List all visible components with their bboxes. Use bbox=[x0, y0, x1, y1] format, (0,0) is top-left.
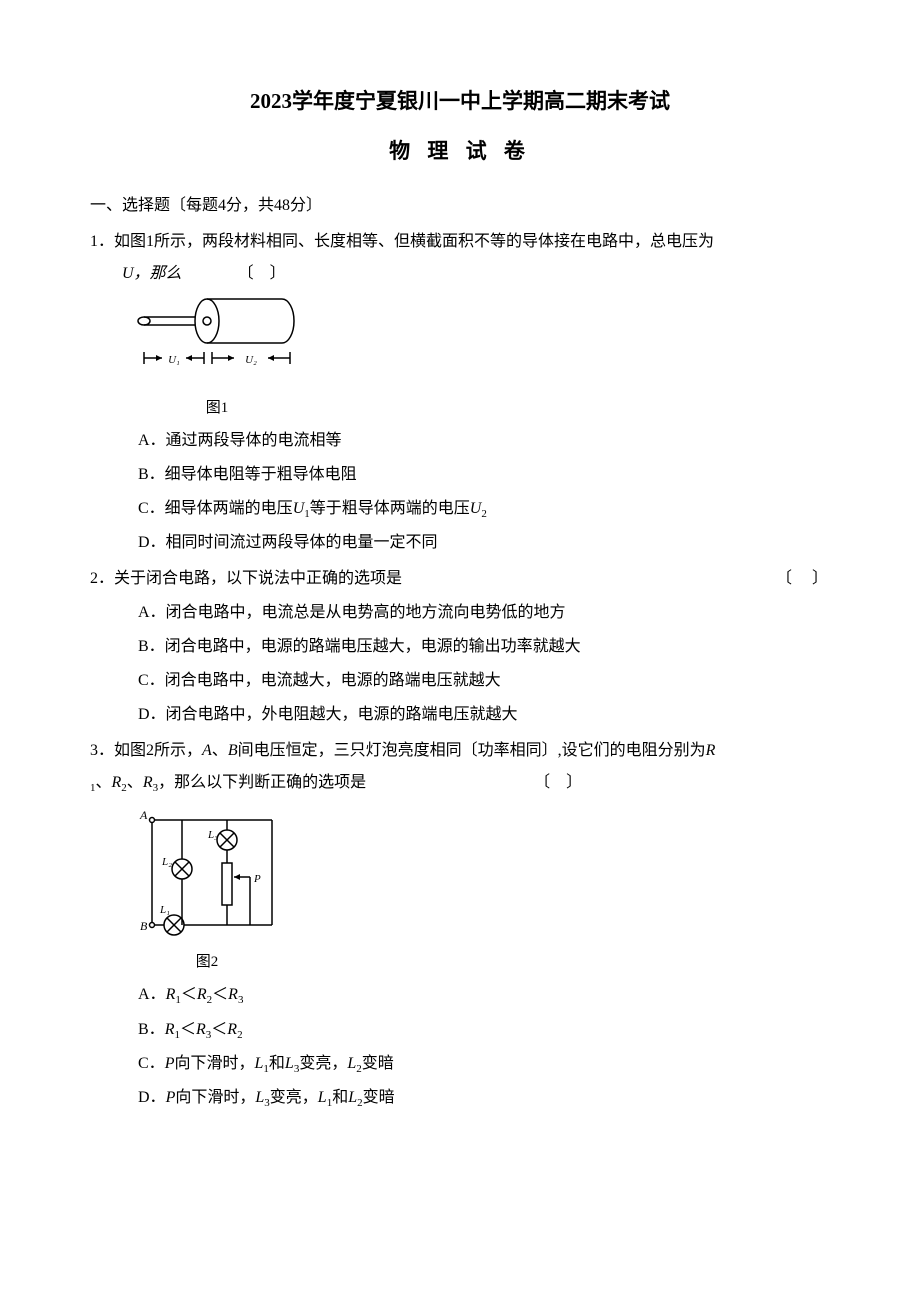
q3-option-c: C．P向下滑时，L1和L3变亮，L2变暗 bbox=[138, 1048, 830, 1080]
fig2-P: P bbox=[253, 873, 261, 885]
q1-option-a: A．通过两段导体的电流相等 bbox=[138, 425, 830, 457]
exam-subtitle: 物 理 试 卷 bbox=[90, 130, 830, 172]
question-1: 1．如图1所示，两段材料相同、长度相等、但横截面积不等的导体接在电路中，总电压为… bbox=[90, 226, 830, 559]
figure-2-caption: 图2 bbox=[122, 947, 292, 977]
section-heading: 一、选择题〔每题4分，共48分〕 bbox=[90, 190, 830, 222]
q3-bracket: 〔 〕 bbox=[534, 774, 582, 791]
fig1-u2-label: U₂ bbox=[245, 354, 257, 366]
q3-option-a: A．R1＜R2＜R3 bbox=[138, 979, 830, 1011]
fig2-L2: L₂ bbox=[161, 856, 172, 868]
q1-option-b: B．细导体电阻等于粗导体电阻 bbox=[138, 459, 830, 491]
figure-2: A B L₁ L₂ L₃ P 图2 bbox=[122, 805, 830, 977]
q3-option-b: B．R1＜R3＜R2 bbox=[138, 1014, 830, 1046]
fig1-u1-label: U₁ bbox=[168, 354, 180, 366]
exam-title: 2023学年度宁夏银川一中上学期高二期末考试 bbox=[90, 80, 830, 122]
question-2: 2．关于闭合电路，以下说法中正确的选项是 〔 〕 A．闭合电路中，电流总是从电势… bbox=[90, 563, 830, 731]
q2-bracket: 〔 〕 bbox=[776, 563, 830, 595]
fig2-L3: L₃ bbox=[207, 829, 218, 841]
q3-option-d: D．P向下滑时，L3变亮，L1和L2变暗 bbox=[138, 1082, 830, 1114]
q1-bracket: 〔 〕 bbox=[238, 265, 286, 282]
figure-1-caption: 图1 bbox=[122, 393, 312, 423]
q2-option-d: D．闭合电路中，外电阻越大，电源的路端电压就越大 bbox=[138, 699, 830, 731]
q2-option-b: B．闭合电路中，电源的路端电压越大，电源的输出功率就越大 bbox=[138, 631, 830, 663]
q1-option-c: C．细导体两端的电压U1等于粗导体两端的电压U2 bbox=[138, 493, 830, 525]
q2-option-c: C．闭合电路中，电流越大，电源的路端电压就越大 bbox=[138, 665, 830, 697]
q2-stem: 2．关于闭合电路，以下说法中正确的选项是 〔 〕 bbox=[90, 563, 830, 595]
fig2-A: A bbox=[139, 808, 148, 822]
q3-stem-line2: 1、R2、R3，那么以下判断正确的选项是 〔 〕 bbox=[90, 767, 830, 799]
q3-stem-line1: 3．如图2所示，A、B间电压恒定，三只灯泡亮度相同〔功率相同〕,设它们的电阻分别… bbox=[90, 735, 830, 767]
fig2-B: B bbox=[140, 919, 148, 933]
q1-option-d: D．相同时间流过两段导体的电量一定不同 bbox=[138, 527, 830, 559]
q1-stem-line2: U，那么 〔 〕 bbox=[90, 258, 830, 290]
figure-1: U₁ U₂ 图1 bbox=[122, 296, 830, 423]
q2-option-a: A．闭合电路中，电流总是从电势高的地方流向电势低的地方 bbox=[138, 597, 830, 629]
q1-stem-line1: 1．如图1所示，两段材料相同、长度相等、但横截面积不等的导体接在电路中，总电压为 bbox=[90, 226, 830, 258]
question-3: 3．如图2所示，A、B间电压恒定，三只灯泡亮度相同〔功率相同〕,设它们的电阻分别… bbox=[90, 735, 830, 1114]
fig2-L1: L₁ bbox=[159, 904, 170, 916]
